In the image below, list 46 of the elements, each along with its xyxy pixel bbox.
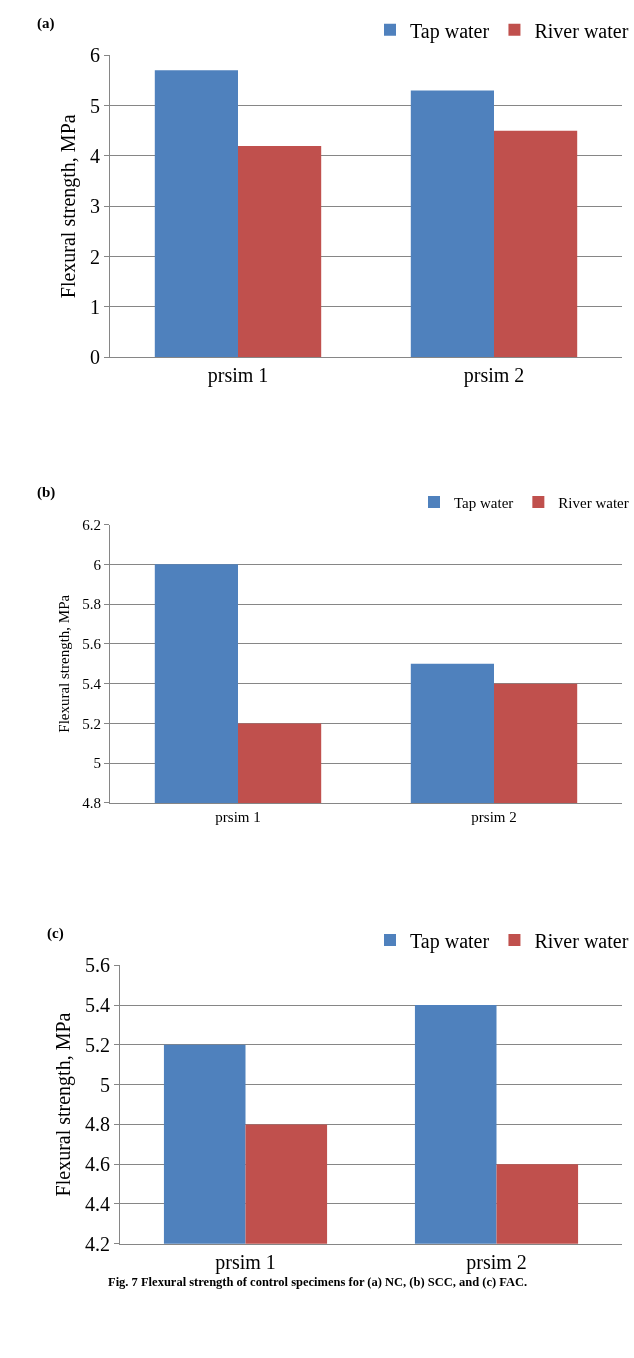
y-tick-label: 4.6 — [85, 1153, 110, 1176]
x-tick-label: prsim 1 — [207, 364, 269, 388]
y-tick-label: 6.2 — [82, 516, 101, 533]
y-tick-label: 4.8 — [85, 1113, 110, 1136]
y-axis-title: Flexural strength, MPa — [56, 594, 73, 733]
y-tick-label: 4.4 — [85, 1192, 110, 1215]
y-tick-label: 6 — [90, 44, 100, 67]
chart-title: (b) — [37, 484, 56, 501]
x-tick-label: prsim 1 — [215, 808, 261, 825]
x-tick-label: prsim 2 — [463, 364, 525, 388]
y-tick-label: 5.2 — [82, 715, 101, 732]
y-tick-label: 4 — [90, 144, 100, 167]
y-tick-label: 5.6 — [82, 636, 102, 653]
y-tick-label: 5 — [90, 94, 100, 117]
y-tick-label: 5 — [93, 755, 101, 772]
y-tick-label: 2 — [90, 245, 100, 268]
y-tick-label: 6 — [93, 556, 102, 573]
y-tick-label: 5.4 — [85, 994, 110, 1017]
legend-label: Tap water — [454, 494, 514, 511]
y-tick-label: 5.6 — [85, 954, 110, 977]
legend-label: River water — [534, 929, 629, 952]
bar — [410, 90, 494, 358]
bar — [238, 145, 322, 358]
y-tick-label: 5 — [100, 1073, 110, 1096]
legend-label: River water — [558, 494, 629, 511]
y-axis-title: Flexural strength, MPa — [52, 1012, 76, 1197]
chart-title: (a) — [37, 15, 55, 32]
x-tick-label: prsim 1 — [215, 1250, 276, 1274]
y-tick-label: 5.4 — [82, 675, 102, 692]
y-tick-label: 4.2 — [85, 1232, 110, 1255]
legend-label: River water — [534, 19, 629, 42]
y-axis-title: Flexural strength, MPa — [57, 114, 81, 299]
y-tick-label: 3 — [90, 195, 100, 218]
caption: Fig. 7 Flexural strength of control specimens for (a) NC, (b) SCC, and (c) FAC. — [108, 1275, 528, 1289]
y-tick-label: 5.8 — [82, 596, 101, 613]
chart-title: (c) — [47, 925, 64, 942]
y-tick-label: 1 — [90, 295, 100, 318]
legend-label: Tap water — [410, 19, 490, 43]
bar — [494, 130, 578, 358]
legend-label: Tap water — [410, 929, 490, 953]
x-tick-label: prsim 2 — [466, 1250, 527, 1274]
x-tick-label: prsim 2 — [471, 808, 517, 825]
y-tick-label: 5.2 — [85, 1033, 110, 1056]
y-tick-label: 4.8 — [82, 795, 101, 812]
y-tick-label: 0 — [90, 346, 100, 369]
bar — [154, 70, 238, 358]
